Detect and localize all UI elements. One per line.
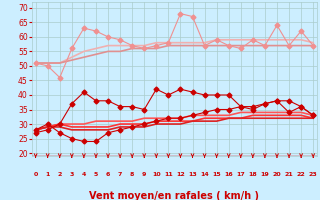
X-axis label: Vent moyen/en rafales ( km/h ): Vent moyen/en rafales ( km/h ) <box>89 191 260 200</box>
